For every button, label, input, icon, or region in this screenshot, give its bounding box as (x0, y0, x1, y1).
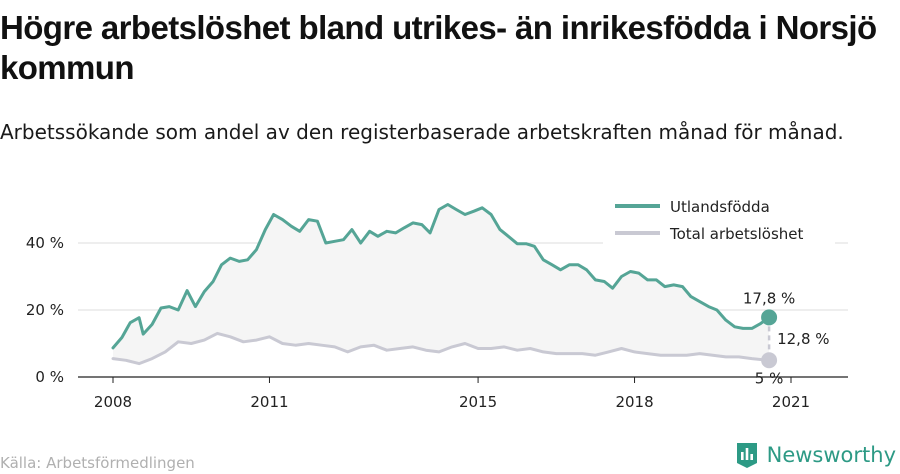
brand-name: Newsworthy (766, 443, 896, 467)
end-marker-foreign (761, 309, 778, 326)
end-marker-total (761, 352, 778, 369)
end-label-total: 5 % (755, 369, 784, 387)
legend-background (603, 194, 835, 247)
x-tick-label: 2008 (94, 393, 132, 411)
x-tick-label: 2015 (459, 393, 497, 411)
page-subtitle: Arbetssökande som andel av den registerb… (0, 120, 844, 144)
brand: Newsworthy (735, 441, 896, 469)
series-line-foreign (111, 203, 771, 350)
page-title: Högre arbetslöshet bland utrikes- än inr… (0, 9, 877, 86)
legend-label: Total arbetslöshet (669, 225, 804, 243)
y-tick-label: 20 % (26, 301, 64, 319)
newsworthy-logo-icon (736, 443, 757, 468)
series-line-total (111, 331, 771, 366)
y-tick-label: 0 % (35, 368, 64, 386)
end-label-foreign: 17,8 % (743, 289, 795, 307)
legend-label: Utlandsfödda (670, 198, 770, 216)
x-tick-label: 2021 (772, 393, 810, 411)
difference-area (113, 204, 770, 364)
x-tick-label: 2018 (615, 393, 653, 411)
difference-label: 12,8 % (777, 330, 829, 348)
source-label: Källa: Arbetsförmedlingen (0, 454, 195, 472)
x-tick-label: 2011 (250, 393, 288, 411)
y-tick-label: 40 % (26, 234, 64, 252)
